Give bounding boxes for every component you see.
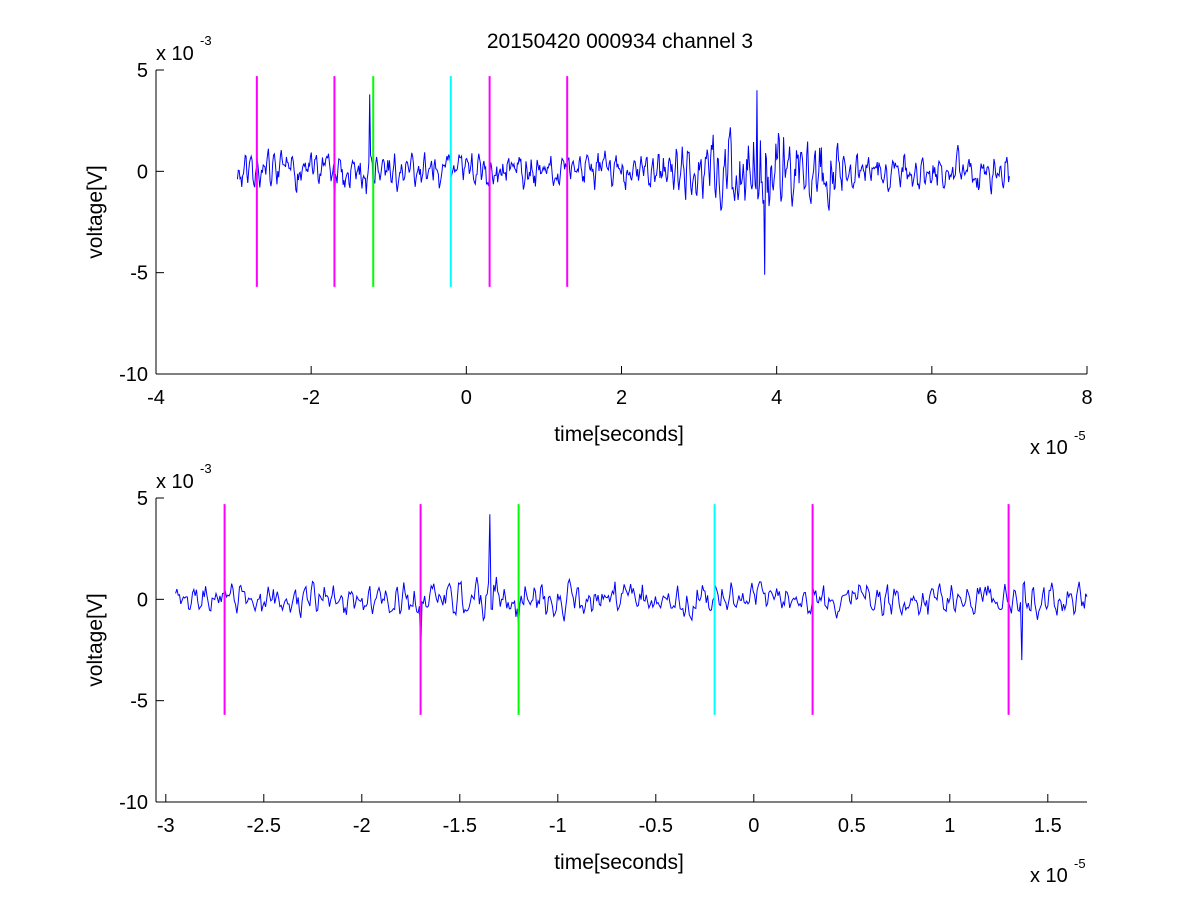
y-tick-label: -5 xyxy=(130,263,148,285)
y-axis-title: voltage[V] xyxy=(84,165,107,258)
x-tick-label: -0.5 xyxy=(639,815,673,837)
y-axis-title: voltage[V] xyxy=(84,593,107,686)
y-tick-label: 5 xyxy=(137,60,148,82)
y-tick-label: 0 xyxy=(137,589,148,611)
x-axis-multiplier-exponent: -5 xyxy=(1074,856,1086,871)
y-tick-label: 0 xyxy=(137,161,148,183)
y-tick-label: 5 xyxy=(137,488,148,510)
x-tick-label: -3 xyxy=(157,815,175,837)
y-tick-label: -10 xyxy=(119,364,148,386)
signal-trace xyxy=(236,90,1010,275)
y-axis-multiplier-exponent: -3 xyxy=(200,461,212,476)
signal-trace xyxy=(175,514,1088,661)
x-axis-title: time[seconds] xyxy=(554,423,684,446)
figure-title: 20150420 000934 channel 3 xyxy=(487,30,753,53)
x-tick-label: 1 xyxy=(944,815,955,837)
x-tick-label: 6 xyxy=(926,387,937,409)
x-tick-label: 0.5 xyxy=(838,815,866,837)
x-axis-multiplier: x 10 xyxy=(1030,865,1068,887)
x-axis-multiplier-exponent: -5 xyxy=(1074,428,1086,443)
x-tick-label: -2 xyxy=(302,387,320,409)
x-tick-label: -2.5 xyxy=(247,815,281,837)
x-tick-label: -4 xyxy=(147,387,165,409)
bottom-subplot: -3 -2.5 -2 -1.5 -1 -0.5 0 0.5 1 1.5 -10 -5 0 5 time[se… xyxy=(84,461,1088,887)
y-tick-label: -10 xyxy=(119,792,148,814)
y-axis-multiplier: x 10 xyxy=(156,471,194,493)
y-tick-label: -5 xyxy=(130,691,148,713)
x-tick-label: 8 xyxy=(1081,387,1092,409)
x-axis-title: time[seconds] xyxy=(554,851,684,874)
x-tick-label: -1.5 xyxy=(443,815,477,837)
top-subplot: -4 -2 0 2 4 6 8 -10 -5 0 5 time[seconds] voltage[V] x… xyxy=(84,33,1093,459)
x-tick-label: 1.5 xyxy=(1034,815,1062,837)
x-tick-label: -1 xyxy=(549,815,567,837)
x-tick-label: 2 xyxy=(616,387,627,409)
x-tick-label: 0 xyxy=(461,387,472,409)
x-tick-label: 4 xyxy=(771,387,782,409)
x-tick-label: -2 xyxy=(353,815,371,837)
x-tick-label: 0 xyxy=(748,815,759,837)
y-axis-multiplier: x 10 xyxy=(156,43,194,65)
x-axis-multiplier: x 10 xyxy=(1030,437,1068,459)
y-axis-multiplier-exponent: -3 xyxy=(200,33,212,48)
